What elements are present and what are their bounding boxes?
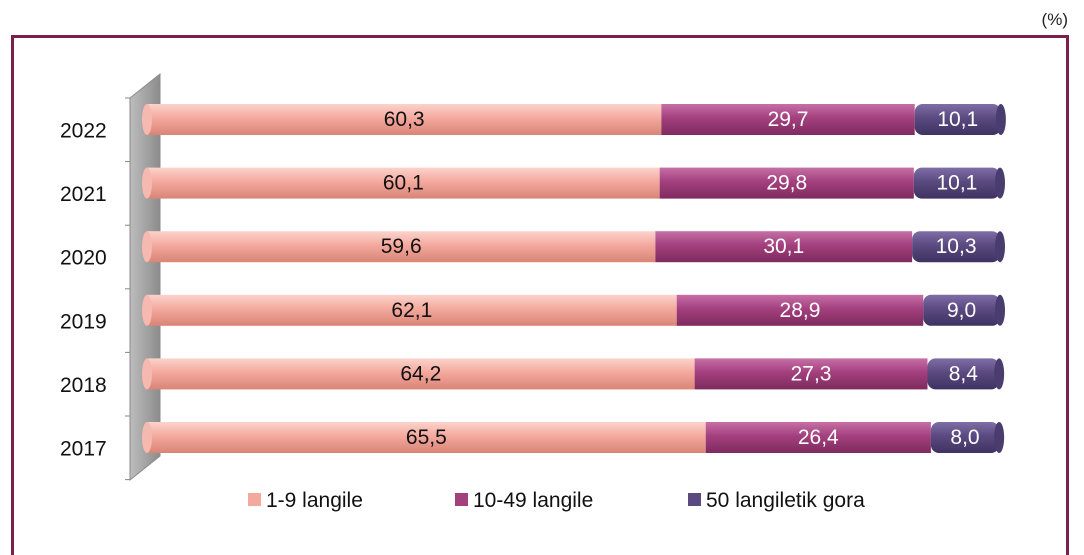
data-label: 30,1	[763, 235, 804, 258]
category-label: 2017	[60, 438, 107, 461]
legend-label: 10-49 langile	[473, 489, 593, 512]
category-label: 2019	[60, 310, 107, 333]
data-label: 9,0	[947, 299, 976, 322]
bar-cap-left	[142, 358, 152, 390]
bar-cap-right	[994, 358, 1005, 390]
bar-cap-right	[995, 167, 1005, 199]
data-label: 10,1	[936, 172, 977, 195]
bar-segment-3	[912, 231, 1000, 263]
bar-cap-left	[142, 294, 152, 326]
data-label: 59,6	[381, 235, 422, 258]
bar-segment-2	[694, 358, 928, 390]
chart-frame	[11, 35, 1069, 555]
data-label: 8,4	[949, 362, 979, 385]
bar-segment-1	[147, 294, 677, 326]
category-label: 2021	[60, 183, 107, 206]
data-label: 29,7	[768, 108, 809, 131]
legend-swatch	[248, 493, 261, 506]
data-label: 29,8	[766, 172, 807, 195]
legend-swatch	[455, 493, 468, 506]
bar-segment-3	[927, 358, 1000, 390]
bar-segment-1	[147, 167, 660, 199]
bar-segment-2	[659, 167, 914, 199]
bar-segment-2	[676, 294, 924, 326]
legend-label: 1-9 langile	[266, 489, 363, 512]
legend-label: 50 langiletik gora	[706, 489, 865, 512]
data-label: 60,1	[383, 172, 424, 195]
category-label: 2018	[60, 374, 107, 397]
unit-label: (%)	[1041, 10, 1068, 29]
labels-layer: 2022 60,3 29,7 10,1 2021 60,1 29,8 10,1 2020 59,6…	[60, 108, 980, 460]
bar-cap-right	[995, 231, 1005, 263]
bar-segment-3	[913, 167, 1000, 199]
category-label: 2022	[60, 120, 107, 143]
data-label: 60,3	[384, 108, 425, 131]
data-label: 28,9	[780, 299, 821, 322]
bar-segment-3	[923, 294, 1000, 326]
data-label: 64,2	[400, 362, 441, 385]
bar-segment-3	[914, 104, 1001, 135]
legend: 1-9 langile 10-49 langile 50 langiletik go…	[248, 489, 865, 512]
bar-cap-right	[995, 294, 1005, 326]
bar-segment-1	[147, 231, 656, 263]
data-label: 10,1	[937, 108, 978, 131]
bar-segment-1	[147, 358, 695, 390]
bar-cap-right	[995, 104, 1006, 135]
bars-layer	[142, 104, 1006, 453]
data-label: 10,3	[936, 235, 977, 258]
bar-segment-3	[930, 422, 1000, 453]
data-label: 8,0	[950, 426, 979, 449]
data-label: 26,4	[798, 426, 839, 449]
bar-cap-left	[142, 104, 152, 135]
legend-swatch	[688, 493, 701, 506]
bar-segment-2	[661, 104, 915, 135]
data-label: 65,5	[406, 426, 447, 449]
data-label: 27,3	[791, 362, 832, 385]
bar-cap-right	[994, 422, 1005, 453]
bar-segment-1	[147, 422, 706, 453]
bar-segment-1	[147, 104, 662, 135]
category-label: 2020	[60, 247, 107, 270]
bar-segment-2	[705, 422, 931, 453]
data-label: 62,1	[391, 299, 432, 322]
bar-cap-left	[142, 231, 152, 263]
bar-cap-left	[142, 422, 152, 453]
bar-segment-2	[655, 231, 913, 263]
bar-cap-left	[142, 167, 152, 199]
